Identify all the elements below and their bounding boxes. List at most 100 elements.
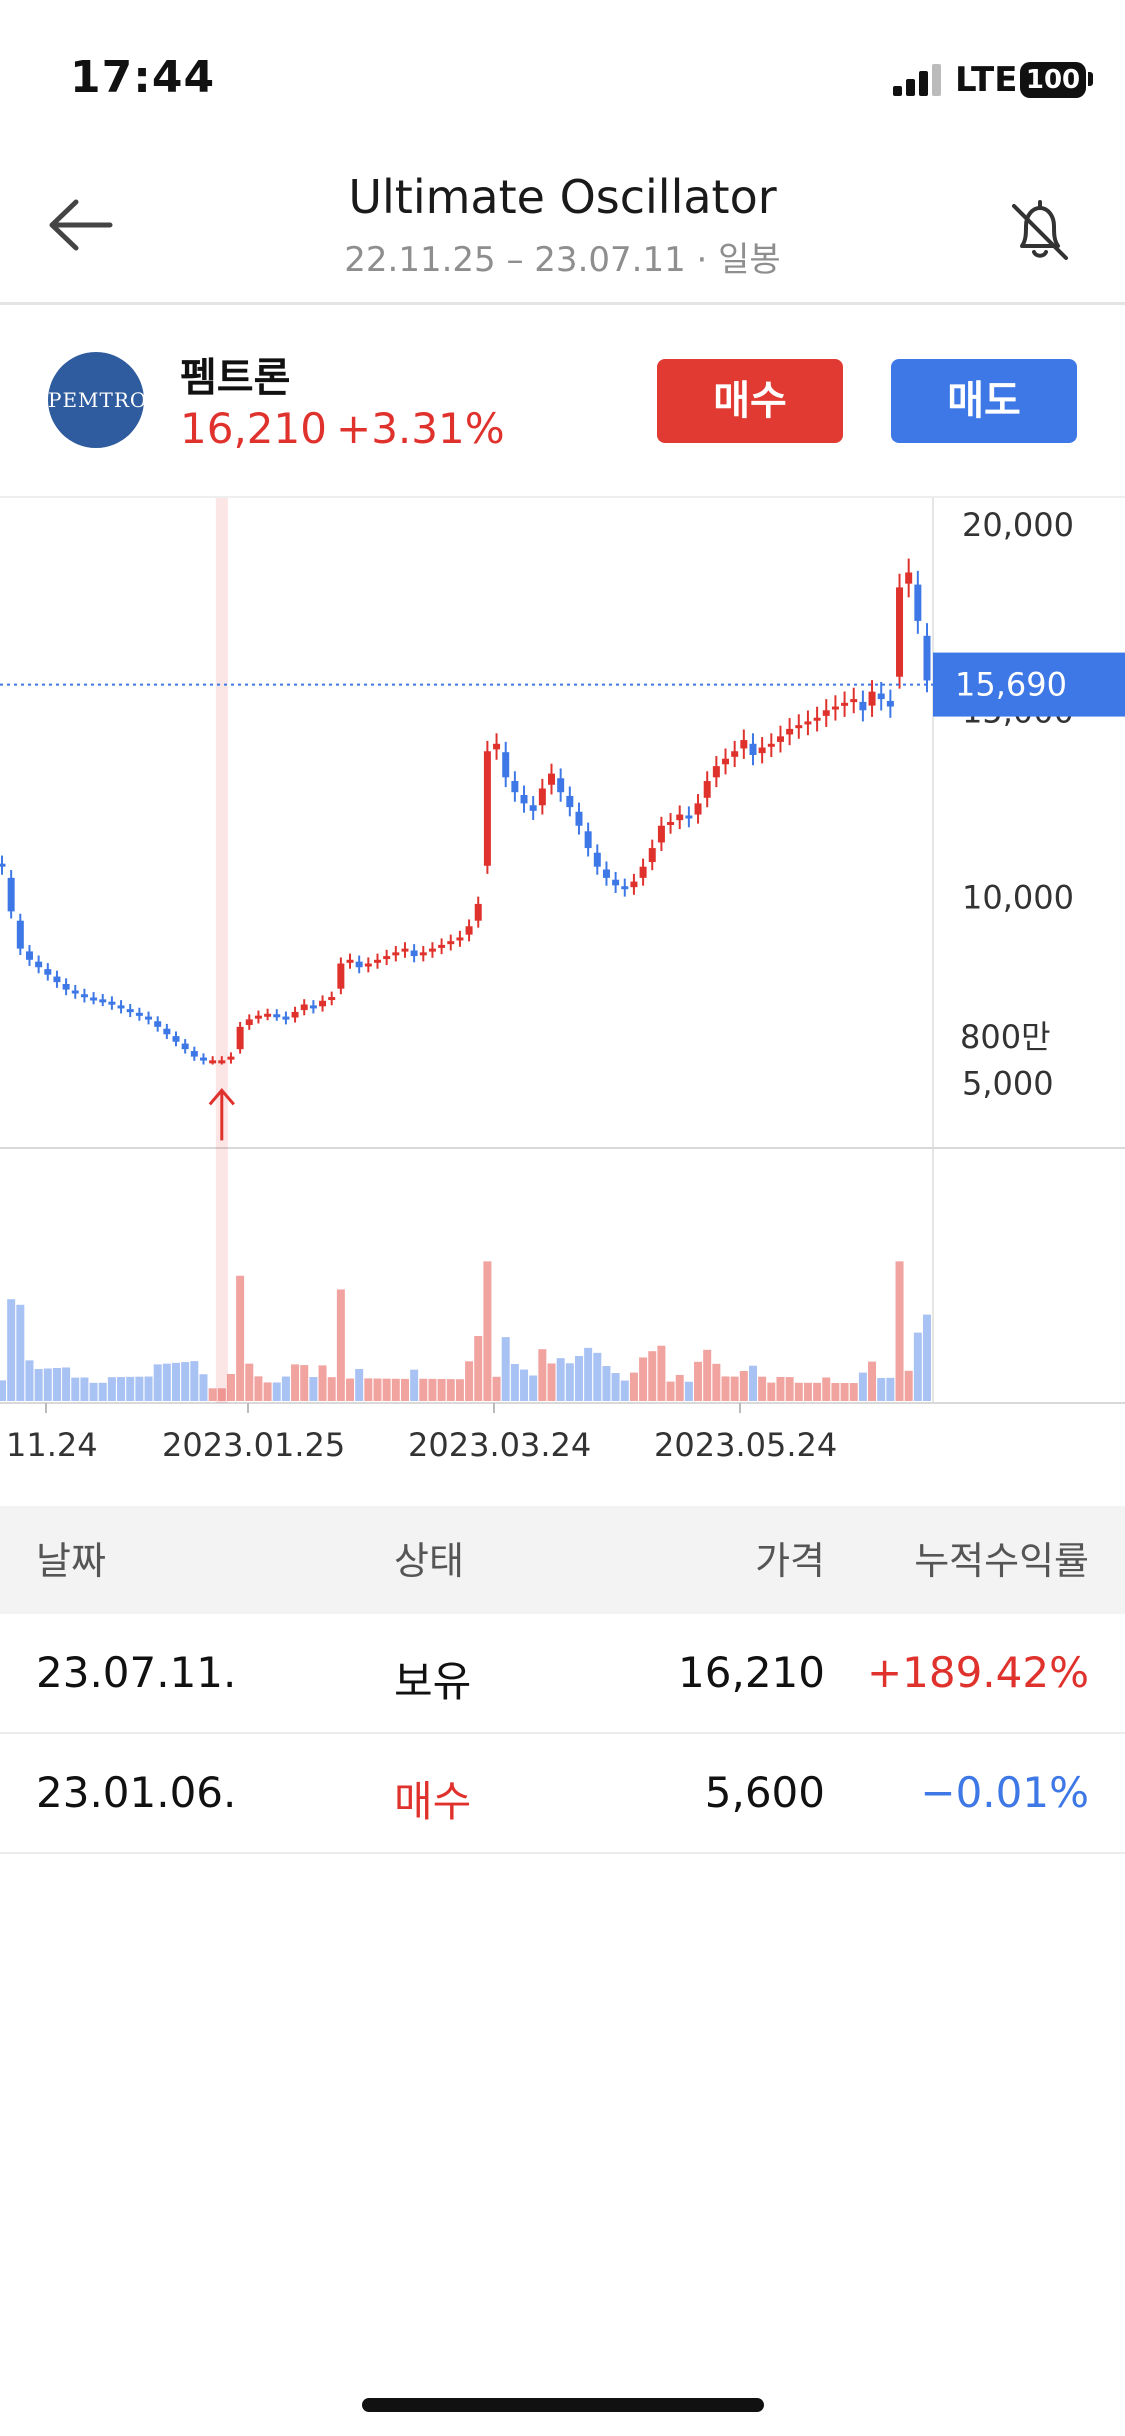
candle-body bbox=[154, 1021, 162, 1027]
back-button[interactable] bbox=[40, 190, 130, 260]
volume-bar bbox=[803, 1382, 812, 1401]
price-chart[interactable]: 20,00015,00010,0005,000800만15,69011.2420… bbox=[0, 498, 1125, 1498]
volume-bar bbox=[584, 1347, 593, 1401]
column-header-price: 가격 bbox=[755, 1539, 825, 1583]
buy-button[interactable]: 매수 bbox=[657, 359, 843, 443]
x-tick-label: 2023.01.25 bbox=[162, 1426, 345, 1464]
volume-bar bbox=[419, 1378, 428, 1401]
volume-bar bbox=[7, 1299, 16, 1401]
candle-body bbox=[227, 1056, 235, 1060]
candle-body bbox=[795, 725, 803, 729]
volume-bar bbox=[217, 1388, 226, 1401]
volume-bar bbox=[272, 1382, 281, 1401]
candle-body bbox=[749, 743, 757, 755]
x-tick-label: 11.24 bbox=[6, 1426, 98, 1464]
candle-body bbox=[859, 701, 867, 711]
candle-body bbox=[923, 635, 931, 681]
volume-bar bbox=[391, 1378, 400, 1401]
sell-button[interactable]: 매도 bbox=[891, 359, 1077, 443]
signal-highlight-band bbox=[215, 498, 228, 1403]
candle-body bbox=[548, 773, 556, 785]
row-divider bbox=[0, 1732, 1125, 1734]
volume-bar bbox=[327, 1377, 336, 1401]
candle-body bbox=[776, 736, 784, 742]
candle-body bbox=[355, 961, 363, 968]
candle-body bbox=[99, 999, 107, 1003]
volume-bar bbox=[89, 1382, 98, 1401]
candle-body bbox=[328, 997, 336, 1001]
volume-bar bbox=[181, 1362, 190, 1401]
volume-bar bbox=[144, 1376, 153, 1401]
candle-body bbox=[657, 825, 665, 843]
candle-body bbox=[16, 920, 24, 949]
price-tick-label: 20,000 bbox=[962, 506, 1074, 544]
volume-bar bbox=[813, 1382, 822, 1401]
volume-bar bbox=[758, 1376, 767, 1401]
volume-bar bbox=[868, 1361, 877, 1401]
volume-bar bbox=[904, 1370, 913, 1401]
candle-body bbox=[493, 743, 501, 750]
volume-bar bbox=[410, 1369, 419, 1401]
current-price-tag bbox=[933, 652, 1125, 717]
volume-bar bbox=[373, 1378, 382, 1401]
notification-button[interactable] bbox=[1000, 190, 1080, 270]
candle-body bbox=[905, 572, 913, 584]
candle-body bbox=[575, 811, 583, 826]
volume-tick-label: 800만 bbox=[960, 1018, 1051, 1056]
volume-bar bbox=[254, 1376, 263, 1401]
candle-body bbox=[181, 1043, 189, 1050]
x-tick-label: 2023.03.24 bbox=[408, 1426, 591, 1464]
volume-bar bbox=[895, 1261, 904, 1401]
volume-bar bbox=[172, 1362, 181, 1401]
volume-bar bbox=[135, 1376, 144, 1401]
candle-body bbox=[410, 950, 418, 957]
candle-body bbox=[254, 1015, 262, 1019]
volume-bar bbox=[694, 1361, 703, 1401]
current-price-label: 15,690 bbox=[955, 666, 1067, 704]
volume-bar bbox=[767, 1382, 776, 1401]
stock-change-rate: +3.31% bbox=[336, 404, 505, 453]
volume-bar bbox=[712, 1363, 721, 1401]
battery-icon: 100 bbox=[1020, 62, 1086, 98]
column-header-return: 누적수익률 bbox=[914, 1539, 1089, 1583]
candle-body bbox=[593, 852, 601, 867]
candle-body bbox=[786, 728, 794, 735]
volume-bar bbox=[877, 1377, 886, 1401]
candle-body bbox=[300, 1004, 308, 1011]
volume-bar bbox=[437, 1378, 446, 1401]
candle-body bbox=[841, 702, 849, 706]
volume-bar bbox=[300, 1365, 309, 1401]
candle-body bbox=[566, 795, 574, 808]
volume-bar bbox=[346, 1378, 355, 1401]
volume-bar bbox=[364, 1378, 373, 1401]
arrow-left-icon bbox=[49, 199, 113, 251]
volume-bar bbox=[556, 1358, 565, 1401]
battery-cap bbox=[1088, 72, 1093, 86]
row-return: +189.42% bbox=[866, 1648, 1089, 1697]
candle-body bbox=[813, 717, 821, 721]
volume-bar bbox=[465, 1361, 474, 1401]
candle-body bbox=[850, 699, 858, 703]
candle-body bbox=[80, 994, 88, 998]
company-logo: PEMTRON bbox=[48, 352, 165, 448]
volume-bar bbox=[501, 1337, 510, 1401]
volume-bar bbox=[355, 1368, 364, 1401]
candle-body bbox=[529, 805, 537, 811]
candle-body bbox=[685, 815, 693, 819]
volume-bar bbox=[629, 1372, 638, 1401]
volume-bar bbox=[739, 1371, 748, 1401]
volume-bar bbox=[510, 1364, 519, 1401]
table-header bbox=[0, 1506, 1125, 1614]
volume-bar bbox=[602, 1366, 611, 1401]
candle-body bbox=[309, 1005, 317, 1009]
period-subtitle: 22.11.25 – 23.07.11 · 일봉 bbox=[344, 240, 781, 280]
row-date: 23.07.11. bbox=[36, 1648, 237, 1697]
candle-body bbox=[731, 751, 739, 757]
candle-body bbox=[868, 691, 876, 706]
candle-body bbox=[831, 706, 839, 710]
candle-body bbox=[319, 1000, 327, 1007]
row-status: 보유 bbox=[394, 1657, 472, 1706]
volume-bar bbox=[565, 1363, 574, 1401]
header-divider bbox=[0, 302, 1125, 305]
volume-bar bbox=[657, 1345, 666, 1401]
